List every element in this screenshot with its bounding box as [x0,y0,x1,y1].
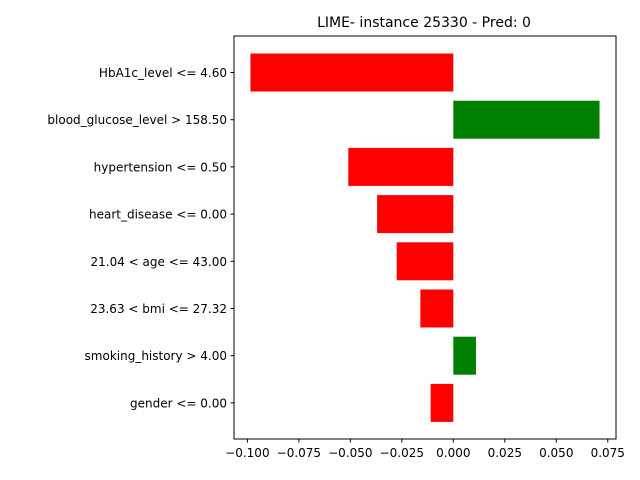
y-tick-label: 23.63 < bmi <= 27.32 [90,302,227,316]
bar-3 [377,195,454,234]
bar-4 [396,242,454,281]
x-tick-label: 0.075 [591,446,625,460]
x-tick-label: 0.050 [539,446,573,460]
y-tick-label: heart_disease <= 0.00 [89,208,227,222]
bar-6 [453,336,476,375]
x-tick-label: −0.050 [328,446,372,460]
y-tick-label: hypertension <= 0.50 [94,160,227,174]
chart-title: LIME- instance 25330 - Pred: 0 [317,15,531,31]
bar-7 [430,383,454,422]
y-tick-label: HbA1c_level <= 4.60 [99,66,227,80]
x-tick-label: −0.100 [225,446,269,460]
y-tick-label: 21.04 < age <= 43.00 [91,255,227,269]
y-axis: HbA1c_level <= 4.60 blood_glucose_level >… [47,66,234,410]
plot-frame [233,35,617,440]
x-tick-label: −0.075 [277,446,321,460]
x-tick-label: 0.000 [436,446,470,460]
bar-1 [453,100,600,139]
bar-2 [348,147,454,186]
bars-group [250,53,600,422]
y-tick-label: blood_glucose_level > 158.50 [47,113,227,127]
x-tick-label: 0.025 [488,446,522,460]
bar-0 [250,53,454,92]
y-tick-label: gender <= 0.00 [130,396,227,410]
x-axis: −0.100 −0.075 −0.050 −0.025 0.000 0.025 0.050 0… [225,439,625,460]
x-tick-label: −0.025 [380,446,424,460]
bar-5 [420,289,454,328]
y-tick-label: smoking_history > 4.00 [85,349,227,363]
